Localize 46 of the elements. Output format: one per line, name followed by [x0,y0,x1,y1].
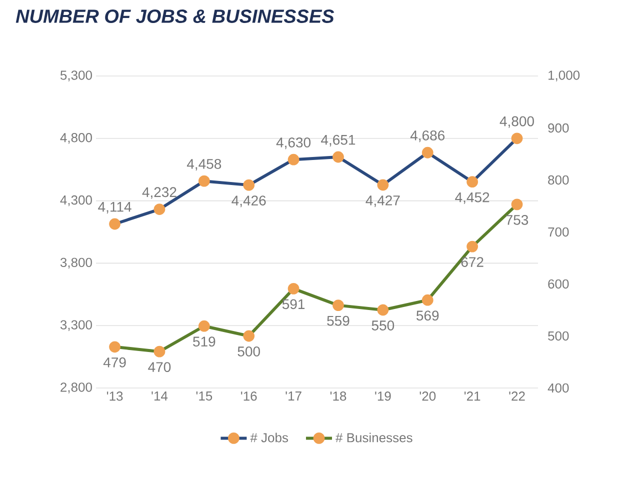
y2-tick-label: 900 [548,123,569,133]
data-label: 4,232 [142,187,176,199]
y2-tick-label: 700 [548,227,569,237]
data-label: 4,458 [186,158,222,171]
data-label: 4,630 [276,138,311,150]
y-tick-label: 3,300 [60,320,92,331]
x-tick-label: '21 [464,392,480,401]
x-tick-label: '13 [106,392,123,401]
data-label: 519 [193,336,216,347]
data-label: 569 [416,310,439,321]
data-label: 559 [327,316,350,326]
data-label: 672 [461,257,484,267]
data-label: 4,651 [321,134,356,146]
x-tick-label: '16 [241,392,257,401]
x-tick-label: '19 [375,392,391,401]
x-tick-label: '17 [286,392,302,400]
x-tick-label: '18 [330,392,346,401]
legend-label: # Jobs [250,432,288,442]
data-label: 4,114 [98,202,132,214]
data-label: 4,686 [410,130,445,142]
y2-tick-label: 400 [548,383,569,393]
data-label: 4,426 [232,196,266,208]
y2-tick-label: 1,000 [548,70,580,82]
y-tick-label: 2,800 [60,382,92,394]
data-label: 500 [238,346,260,356]
legend-label: # Businesses [336,432,412,442]
y-tick-label: 5,300 [60,70,92,82]
data-label: 4,800 [500,116,534,128]
data-label: 470 [148,362,171,372]
x-tick-label: '22 [509,392,525,401]
data-label: 479 [103,357,126,368]
y-tick-label: 3,800 [60,258,92,269]
x-tick-label: '20 [420,392,436,401]
x-tick-label: '14 [152,392,168,400]
data-label: 4,452 [455,192,490,204]
data-label: 4,427 [366,195,400,208]
x-tick-label: '15 [196,392,212,401]
y-tick-label: 4,300 [60,195,92,206]
y2-tick-label: 500 [548,331,569,341]
data-label: 753 [506,214,528,225]
chart-title: NUMBER OF JOBS & BUSINESSES [16,10,334,23]
data-label: 550 [372,320,394,330]
data-label: 591 [282,299,305,310]
y2-tick-label: 800 [548,175,569,185]
y2-tick-label: 600 [548,279,569,289]
y-tick-label: 4,800 [60,133,92,144]
